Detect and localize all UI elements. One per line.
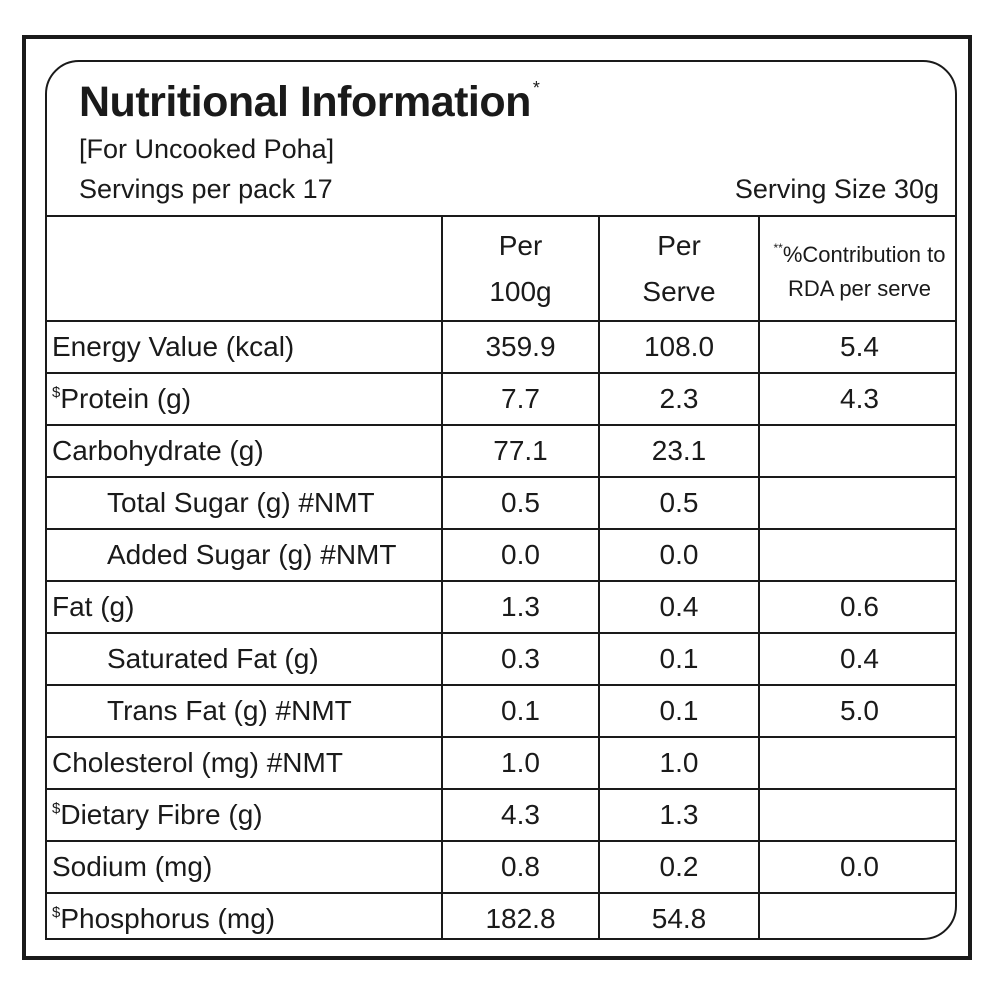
nutrient-name-cell: $Protein (g) bbox=[47, 372, 443, 426]
header-per-100g-line2: 100g bbox=[489, 275, 552, 307]
label-outer-frame bbox=[22, 35, 972, 960]
serving-size: Serving Size 30g bbox=[734, 174, 939, 204]
table-row: Cholesterol (mg) #NMT 1.0 1.0 bbox=[47, 736, 955, 790]
per-serve-value: 23.1 bbox=[598, 424, 760, 478]
table-row: Carbohydrate (g) 77.1 23.1 bbox=[47, 424, 955, 478]
title-asterisk: * bbox=[532, 78, 540, 98]
nutrient-name-cell: Trans Fat (g) #NMT bbox=[47, 684, 443, 738]
nutrient-name-cell: Saturated Fat (g) bbox=[47, 632, 443, 686]
table-row: $Phosphorus (mg) 182.8 54.8 bbox=[47, 892, 955, 938]
header-rda-line2: RDA per serve bbox=[787, 276, 932, 301]
rda-value bbox=[758, 788, 955, 842]
per-100g-value: 0.8 bbox=[441, 840, 600, 894]
per-100g-value: 7.7 bbox=[441, 372, 600, 426]
nutrient-name: Total Sugar (g) #NMT bbox=[107, 487, 375, 518]
table-row: Added Sugar (g) #NMT 0.0 0.0 bbox=[47, 528, 955, 582]
per-100g-value: 359.9 bbox=[441, 320, 600, 374]
per-serve-value: 0.1 bbox=[598, 684, 760, 738]
table-row: $Protein (g) 7.7 2.3 4.3 bbox=[47, 372, 955, 426]
per-serve-value: 0.0 bbox=[598, 528, 760, 582]
nutrient-name: Dietary Fibre (g) bbox=[60, 799, 263, 830]
table-row: Saturated Fat (g) 0.3 0.1 0.4 bbox=[47, 632, 955, 686]
per-serve-value: 108.0 bbox=[598, 320, 760, 374]
header-rda-line1: %Contribution to bbox=[782, 242, 946, 267]
per-100g-value: 4.3 bbox=[441, 788, 600, 842]
table-row: Trans Fat (g) #NMT 0.1 0.1 5.0 bbox=[47, 684, 955, 738]
header-rda: **%Contribution to RDA per serve bbox=[758, 215, 955, 322]
nutrient-name: Saturated Fat (g) bbox=[107, 643, 319, 674]
table-row: Sodium (mg) 0.8 0.2 0.0 bbox=[47, 840, 955, 894]
rda-value: 5.4 bbox=[758, 320, 955, 374]
header-per-serve-line2: Serve bbox=[642, 275, 716, 307]
per-serve-value: 1.3 bbox=[598, 788, 760, 842]
rda-value: 5.0 bbox=[758, 684, 955, 738]
rda-value bbox=[758, 476, 955, 530]
nutrient-name-cell: $Dietary Fibre (g) bbox=[47, 788, 443, 842]
rda-value bbox=[758, 892, 955, 938]
header-per-serve-line1: Per bbox=[657, 229, 701, 261]
rda-value: 0.6 bbox=[758, 580, 955, 634]
per-serve-value: 2.3 bbox=[598, 372, 760, 426]
nutrient-name-cell: Total Sugar (g) #NMT bbox=[47, 476, 443, 530]
rda-value: 4.3 bbox=[758, 372, 955, 426]
per-serve-value: 0.5 bbox=[598, 476, 760, 530]
nutrient-name: Added Sugar (g) #NMT bbox=[107, 539, 397, 570]
nutrient-name-cell: Carbohydrate (g) bbox=[47, 424, 443, 478]
per-100g-value: 0.5 bbox=[441, 476, 600, 530]
rda-value bbox=[758, 736, 955, 790]
nutrient-name-cell: Cholesterol (mg) #NMT bbox=[47, 736, 443, 790]
nutrient-name: Phosphorus (mg) bbox=[60, 903, 276, 934]
nutrient-prefix: $ bbox=[52, 384, 61, 401]
nutrient-prefix: $ bbox=[52, 800, 61, 817]
nutrition-table: Per 100g Per Serve **%Contribution to RDA p… bbox=[47, 215, 955, 938]
header-rda-mark: ** bbox=[773, 241, 783, 255]
panel-subtitle: [For Uncooked Poha] bbox=[79, 134, 335, 164]
per-100g-value: 182.8 bbox=[441, 892, 600, 938]
per-serve-value: 0.1 bbox=[598, 632, 760, 686]
nutrient-name-cell: Sodium (mg) bbox=[47, 840, 443, 894]
nutrient-name: Fat (g) bbox=[52, 591, 135, 622]
nutrient-name-cell: Fat (g) bbox=[47, 580, 443, 634]
panel-title: Nutritional Information * bbox=[79, 78, 540, 127]
header-per-100g-line1: Per bbox=[498, 229, 543, 261]
nutrient-name-cell: Energy Value (kcal) bbox=[47, 320, 443, 374]
nutrient-name: Carbohydrate (g) bbox=[52, 435, 264, 466]
per-100g-value: 77.1 bbox=[441, 424, 600, 478]
per-100g-value: 0.1 bbox=[441, 684, 600, 738]
nutrient-name: Energy Value (kcal) bbox=[52, 331, 295, 362]
table-row: $Dietary Fibre (g) 4.3 1.3 bbox=[47, 788, 955, 842]
header-per-100g: Per 100g bbox=[441, 215, 600, 322]
panel-header: Nutritional Information * [For Uncooked P… bbox=[47, 62, 955, 217]
per-serve-value: 1.0 bbox=[598, 736, 760, 790]
header-per-serve: Per Serve bbox=[598, 215, 760, 322]
rda-value: 0.0 bbox=[758, 840, 955, 894]
table-header-row: Per 100g Per Serve **%Contribution to RDA p… bbox=[47, 215, 955, 322]
servings-per-pack: Servings per pack 17 bbox=[79, 174, 333, 204]
nutrient-name: Sodium (mg) bbox=[52, 851, 213, 882]
per-serve-value: 0.4 bbox=[598, 580, 760, 634]
nutrient-name: Protein (g) bbox=[60, 383, 192, 414]
per-100g-value: 1.3 bbox=[441, 580, 600, 634]
nutrient-prefix: $ bbox=[52, 904, 61, 921]
table-row: Total Sugar (g) #NMT 0.5 0.5 bbox=[47, 476, 955, 530]
title-text: Nutritional Information bbox=[79, 78, 531, 126]
nutrient-name-cell: $Phosphorus (mg) bbox=[47, 892, 443, 938]
per-serve-value: 0.2 bbox=[598, 840, 760, 894]
nutrient-name: Cholesterol (mg) #NMT bbox=[52, 747, 343, 778]
nutrient-name-cell: Added Sugar (g) #NMT bbox=[47, 528, 443, 582]
nutrition-panel: Nutritional Information * [For Uncooked P… bbox=[45, 60, 957, 940]
header-nutrient-cell bbox=[47, 215, 443, 322]
per-serve-value: 54.8 bbox=[598, 892, 760, 938]
table-row: Energy Value (kcal) 359.9 108.0 5.4 bbox=[47, 320, 955, 374]
rda-value bbox=[758, 424, 955, 478]
table-row: Fat (g) 1.3 0.4 0.6 bbox=[47, 580, 955, 634]
per-100g-value: 0.0 bbox=[441, 528, 600, 582]
per-100g-value: 0.3 bbox=[441, 632, 600, 686]
rda-value bbox=[758, 528, 955, 582]
per-100g-value: 1.0 bbox=[441, 736, 600, 790]
rda-value: 0.4 bbox=[758, 632, 955, 686]
nutrient-name: Trans Fat (g) #NMT bbox=[107, 695, 352, 726]
